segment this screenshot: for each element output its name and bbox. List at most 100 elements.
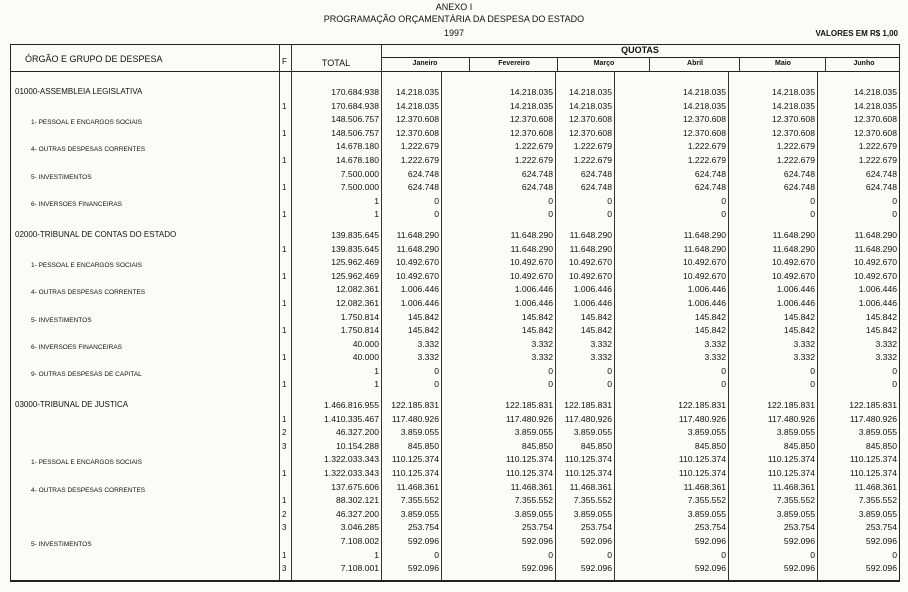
- table-row: 3 7.108.001 592.096 592.096 592.096 592.096 59…: [11, 562, 899, 576]
- month-value: 145.842: [521, 325, 553, 336]
- month-value: 11.468.361: [683, 481, 726, 492]
- source-code: 1: [282, 550, 287, 560]
- month-value: 11.468.361: [854, 481, 897, 492]
- total-value: 12.082.361: [335, 284, 379, 295]
- org-name: 01000-ASSEMBLEIA LEGISLATIVA: [15, 87, 143, 96]
- column-rule: [555, 71, 556, 580]
- month-value: 3.332: [590, 338, 612, 349]
- table-row: 03000-TRIBUNAL DE JUSTICA 1.466.816.955 12…: [11, 399, 899, 413]
- total-value: 88.302.121: [335, 495, 379, 506]
- month-value: 0: [548, 209, 553, 220]
- total-value: 40.000: [352, 338, 379, 349]
- month-value: 624.748: [580, 168, 612, 179]
- month-value: 145.842: [580, 325, 612, 336]
- source-code: 3: [282, 564, 287, 574]
- month-value: 110.125.374: [391, 468, 439, 479]
- month-value: 14.218.035: [568, 87, 612, 97]
- month-value: 10.492.670: [771, 257, 815, 268]
- expense-group: 4- OUTRAS DESPESAS CORRENTES: [31, 289, 146, 297]
- month-value: 11.648.290: [854, 229, 897, 240]
- month-value: 624.748: [694, 168, 726, 179]
- month-value: 12.370.608: [853, 114, 897, 125]
- source-code: 2: [282, 428, 287, 438]
- month-value: 0: [892, 365, 897, 376]
- month-value: 10.492.670: [509, 257, 553, 268]
- table-row: 1 88.302.121 7.355.552 7.355.552 7.355.552 7.…: [11, 494, 899, 508]
- month-value: 624.748: [521, 182, 553, 193]
- month-value: 14.218.035: [682, 87, 726, 97]
- total-value: 125.962.469: [331, 270, 379, 281]
- total-value: 1.322.033.343: [324, 454, 379, 465]
- month-value: 845.850: [580, 440, 612, 451]
- month-value: 7.355.552: [776, 495, 815, 506]
- month-value: 1.006.446: [400, 297, 439, 308]
- month-value: 117.480.926: [505, 413, 553, 424]
- month-value: 110.125.374: [564, 454, 612, 465]
- source-code: 1: [282, 271, 287, 281]
- header-month: Junho: [825, 57, 902, 71]
- month-value: 11.648.290: [772, 243, 815, 254]
- month-value: 1.006.446: [514, 297, 553, 308]
- month-value: 11.648.290: [854, 243, 897, 254]
- month-value: 10.492.670: [568, 257, 612, 268]
- month-value: 10.492.670: [682, 257, 726, 268]
- source-code: 3: [282, 523, 287, 533]
- source-code: 1: [282, 128, 287, 138]
- month-value: 1.222.679: [776, 141, 815, 152]
- month-value: 3.859.055: [514, 508, 553, 519]
- month-value: 624.748: [865, 182, 897, 193]
- month-value: 0: [721, 209, 726, 220]
- month-value: 3.859.055: [687, 508, 726, 519]
- month-value: 624.748: [407, 168, 439, 179]
- month-value: 3.859.055: [687, 427, 726, 438]
- month-value: 1.006.446: [687, 297, 726, 308]
- month-value: 3.332: [704, 338, 726, 349]
- month-value: 12.370.608: [771, 114, 815, 125]
- month-value: 10.492.670: [568, 270, 612, 281]
- budget-table: ÓRGÃO E GRUPO DE DESPESA F TOTAL QUOTAS …: [10, 44, 900, 582]
- month-value: 1.006.446: [858, 284, 897, 295]
- table-row: 1 40.000 3.332 3.332 3.332 3.332 3.332 3.332: [11, 351, 899, 365]
- month-value: 7.355.552: [687, 495, 726, 506]
- month-value: 7.355.552: [400, 495, 439, 506]
- month-value: 110.125.374: [564, 468, 612, 479]
- month-value: 14.218.035: [682, 100, 726, 111]
- month-value: 145.842: [783, 325, 815, 336]
- month-value: 0: [548, 365, 553, 376]
- month-value: 145.842: [407, 325, 439, 336]
- month-value: 845.850: [865, 440, 897, 451]
- month-value: 0: [892, 379, 897, 390]
- column-rule: [279, 45, 280, 580]
- table-row: 1 7.500.000 624.748 624.748 624.748 624.748 62…: [11, 181, 899, 195]
- source-code: 1: [282, 298, 287, 308]
- month-value: 1.006.446: [776, 297, 815, 308]
- month-value: 624.748: [521, 168, 553, 179]
- month-value: 0: [434, 195, 439, 206]
- expense-group: 4- OUTRAS DESPESAS CORRENTES: [31, 486, 146, 494]
- month-value: 110.125.374: [767, 454, 815, 465]
- month-value: 592.096: [407, 563, 439, 574]
- month-value: 14.218.035: [853, 100, 897, 111]
- table-row: 6- INVERSOES FINANCEIRAS 40.000 3.332 3.332…: [11, 338, 899, 352]
- month-value: 624.748: [580, 182, 612, 193]
- month-value: 122.185.831: [391, 400, 439, 411]
- month-value: 3.859.055: [858, 508, 897, 519]
- month-value: 14.218.035: [771, 87, 815, 97]
- month-value: 12.370.608: [682, 127, 726, 138]
- month-value: 0: [810, 549, 815, 560]
- header-total: TOTAL: [321, 58, 351, 68]
- month-value: 1.006.446: [858, 297, 897, 308]
- month-value: 145.842: [865, 325, 897, 336]
- source-code: 1: [282, 414, 287, 424]
- month-value: 12.370.608: [568, 114, 612, 125]
- table-row: 1 1.750.814 145.842 145.842 145.842 145.842 14…: [11, 324, 899, 338]
- table-row: 1 1 0 0 0 0 0 0: [11, 549, 899, 563]
- month-value: 7.355.552: [573, 495, 612, 506]
- month-value: 110.125.374: [391, 454, 439, 465]
- source-code: 1: [282, 469, 287, 479]
- table-row: 1- PESSOAL E ENCARGOS SOCIAIS 125.962.469…: [11, 256, 899, 270]
- table-row: 02000-TRIBUNAL DE CONTAS DO ESTADO 139.83…: [11, 229, 899, 243]
- month-value: 0: [810, 209, 815, 220]
- column-rule: [441, 71, 442, 580]
- month-value: 1.222.679: [573, 141, 612, 152]
